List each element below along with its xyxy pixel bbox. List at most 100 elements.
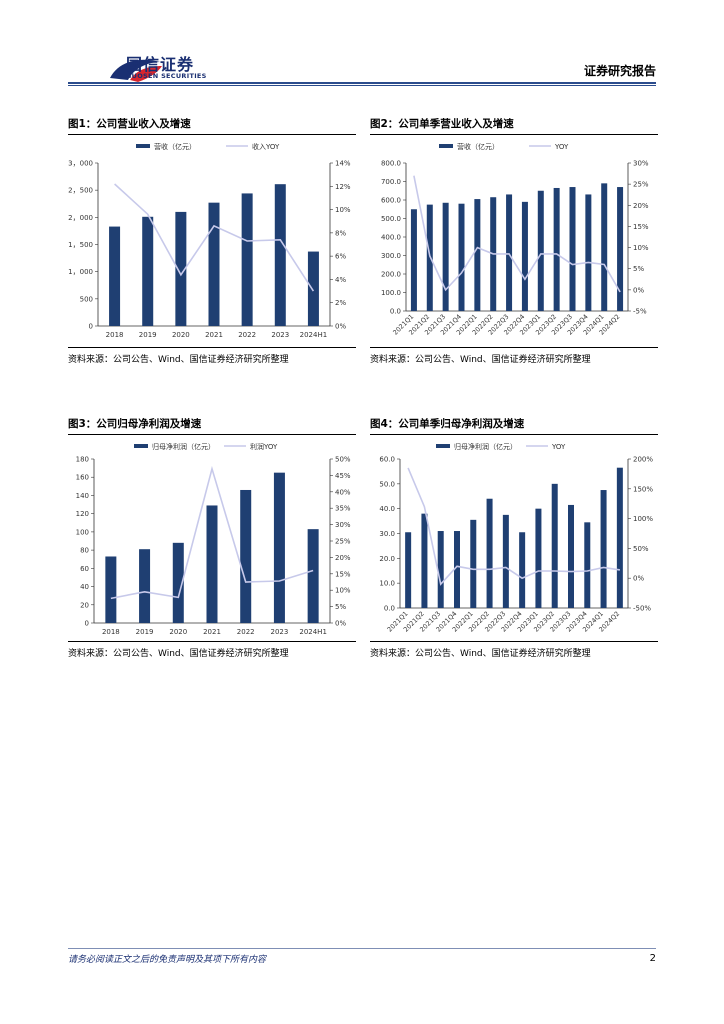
- figure-4-chart: 归母净利润（亿元） YOY 0.0 10.0 20.0 30.0 40.0 50.0 60.0 -…: [379, 442, 653, 634]
- bar: [437, 531, 444, 608]
- figure-title: 图4：公司单季归母净利润及增速: [370, 418, 525, 430]
- left-tick-label: 50.0: [379, 480, 395, 488]
- chart-legend: 归母净利润（亿元） 利润YOY: [134, 442, 278, 451]
- right-tick-label: 6%: [335, 253, 346, 261]
- x-tick-label: 2019: [136, 628, 154, 636]
- x-tick-label: 2023: [271, 331, 289, 339]
- figure-source: 资料来源：公司公告、Wind、国信证券经济研究所整理: [68, 649, 289, 659]
- right-tick-label: 10%: [335, 587, 351, 595]
- footer-disclaimer: 请务必阅读正文之后的免责声明及其项下所有内容: [68, 955, 267, 965]
- figure-bottom-rule: [68, 641, 356, 642]
- guosen-logo-icon: [110, 59, 162, 82]
- bar: [502, 514, 509, 608]
- left-tick-label: 700.0: [381, 178, 401, 186]
- x-tick-label: 2021: [205, 331, 223, 339]
- footer-divider: [68, 948, 656, 949]
- legend-line-label: 收入YOY: [252, 142, 280, 151]
- legend-bar-label: 归母净利润（亿元）: [454, 442, 517, 451]
- report-type: 证券研究报告: [583, 64, 656, 78]
- bar: [569, 187, 576, 311]
- x-tick-label: 2022: [237, 628, 255, 636]
- left-tick-label: 10.0: [379, 580, 395, 588]
- right-tick-label: 20%: [633, 202, 649, 210]
- left-tick-label: 1，000: [68, 268, 93, 276]
- figure-title: 图2：公司单季营业收入及增速: [370, 118, 514, 130]
- bar: [584, 522, 591, 608]
- left-tick-label: 400.0: [381, 234, 401, 242]
- bar: [442, 202, 449, 311]
- right-tick-label: 25%: [335, 538, 351, 546]
- header-divider-thin: [68, 85, 656, 86]
- bar: [307, 529, 319, 623]
- left-tick-label: 100.0: [381, 289, 401, 297]
- chart-legend: 归母净利润（亿元） YOY: [436, 442, 566, 451]
- figure-1-chart: 营收（亿元） 收入YOY 0 500 1，000 1，500 2，000 2，500 3，000…: [68, 142, 351, 339]
- figure-top-rule: [370, 134, 658, 135]
- right-tick-label: 15%: [335, 570, 351, 578]
- figure-2-chart: 营收（亿元） YOY 0.0 100.0 200.0 300.0 400.0 500.0 600…: [381, 142, 649, 337]
- right-tick-label: -50%: [633, 605, 651, 613]
- bar: [274, 184, 286, 326]
- legend-bar-swatch: [439, 144, 453, 148]
- figure-4-panel: 图4：公司单季归母净利润及增速 归母净利润（亿元） YOY 0.0 10.0 20.0 3…: [370, 416, 658, 668]
- bar: [142, 216, 154, 326]
- x-tick-label: 2019: [139, 331, 157, 339]
- left-tick-label: 500.0: [381, 215, 401, 223]
- left-tick-label: 500: [80, 295, 93, 303]
- x-tick-label: 2024H1: [300, 331, 328, 339]
- bar: [519, 532, 526, 608]
- right-tick-label: 35%: [335, 505, 351, 513]
- x-tick-label: 2022: [238, 331, 256, 339]
- figure-top-rule: [68, 134, 356, 135]
- bar: [273, 472, 285, 623]
- x-tick-label: 2024H1: [299, 628, 327, 636]
- yoy-line: [407, 467, 621, 586]
- right-tick-label: 5%: [633, 265, 644, 273]
- right-tick-label: 40%: [335, 488, 351, 496]
- legend-bar-swatch: [436, 444, 450, 448]
- left-tick-label: 1，500: [68, 241, 93, 249]
- right-tick-label: 200%: [633, 456, 653, 464]
- left-tick-label: 40.0: [379, 505, 395, 513]
- x-tick-label: 2018: [106, 331, 124, 339]
- right-tick-label: -5%: [633, 308, 647, 316]
- legend-line-label: 利润YOY: [250, 442, 278, 451]
- right-tick-label: 150%: [633, 485, 653, 493]
- right-tick-label: 2%: [335, 299, 346, 307]
- legend-bar-label: 营收（亿元）: [154, 142, 196, 151]
- legend-bar-swatch: [134, 444, 148, 448]
- left-tick-label: 0: [85, 620, 89, 628]
- right-tick-label: 50%: [633, 545, 649, 553]
- left-tick-label: 30.0: [379, 530, 395, 538]
- bar: [410, 209, 417, 311]
- left-tick-label: 60: [80, 565, 89, 573]
- left-tick-label: 120: [76, 510, 89, 518]
- left-tick-label: 800.0: [381, 160, 401, 168]
- left-tick-label: 200.0: [381, 271, 401, 279]
- figure-bottom-rule: [370, 347, 658, 348]
- figure-source: 资料来源：公司公告、Wind、国信证券经济研究所整理: [370, 355, 591, 365]
- chart-legend: 营收（亿元） 收入YOY: [136, 142, 280, 151]
- bar: [240, 489, 252, 623]
- left-tick-label: 0.0: [384, 605, 395, 613]
- left-tick-label: 60.0: [379, 456, 395, 464]
- x-tick-label: 2021: [203, 628, 221, 636]
- right-tick-label: 10%: [335, 206, 351, 214]
- bar: [458, 203, 465, 311]
- left-tick-label: 0: [89, 323, 93, 331]
- page-number: 2: [649, 953, 656, 964]
- right-tick-label: 30%: [633, 160, 649, 168]
- bar: [535, 508, 542, 608]
- figure-title: 图1：公司营业收入及增速: [68, 118, 191, 130]
- left-tick-label: 100: [76, 528, 89, 536]
- legend-bar-label: 归母净利润（亿元）: [152, 442, 215, 451]
- left-tick-label: 140: [76, 492, 89, 500]
- right-tick-label: 15%: [633, 223, 649, 231]
- bar: [551, 483, 558, 608]
- right-tick-label: 45%: [335, 472, 351, 480]
- bar: [521, 201, 528, 311]
- left-tick-label: 600.0: [381, 197, 401, 205]
- bar: [139, 549, 151, 623]
- right-tick-label: 4%: [335, 276, 346, 284]
- bar: [307, 251, 319, 326]
